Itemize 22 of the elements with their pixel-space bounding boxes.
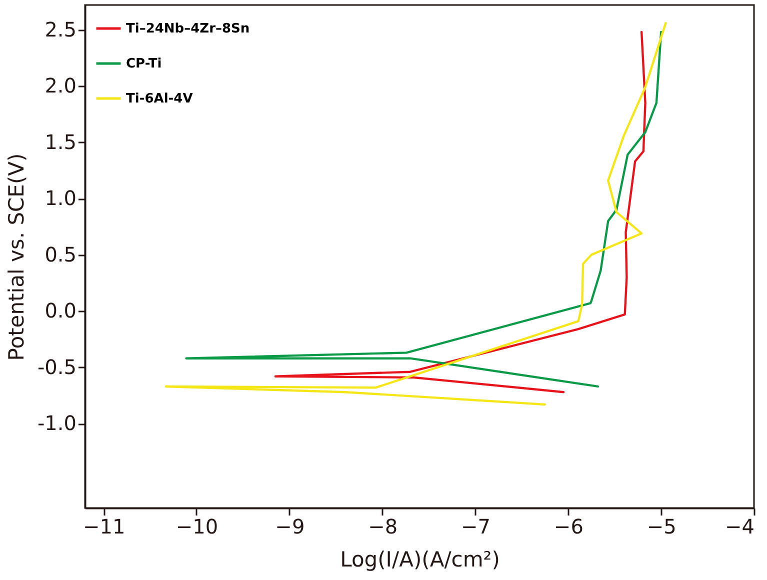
x-axis-title: Log(I/A)(A/cm²): [340, 548, 500, 572]
y-tick-label: 0.0: [44, 298, 76, 323]
y-tick-label: -0.5: [37, 354, 76, 379]
x-tick-label: −7: [461, 514, 490, 538]
x-tick-label: −11: [82, 514, 126, 538]
y-tick-label: 2.5: [44, 17, 76, 42]
x-tick-label: −10: [176, 514, 218, 538]
x-tick-label: −5: [646, 514, 676, 538]
y-tick-label: -1.0: [37, 411, 76, 436]
x-tick-label: −9: [275, 514, 305, 538]
x-tick-label: −6: [554, 514, 584, 538]
x-tick-label: −4: [725, 514, 754, 538]
y-tick-label: 2.0: [44, 74, 76, 98]
x-tick-label: −8: [368, 514, 398, 538]
legend-label: Ti-6Al-4V: [126, 92, 193, 106]
legend-label: Ti–24Nb–4Zr–8Sn: [126, 22, 250, 36]
y-tick-label: 0.5: [44, 242, 76, 266]
y-tick-label: 1.5: [44, 130, 76, 154]
legend-label: CP-Ti: [126, 56, 162, 72]
y-tick-label: 1.0: [44, 186, 76, 210]
line-series: [274, 30, 646, 394]
y-axis-title: Potential vs. SCE(V): [4, 153, 28, 361]
